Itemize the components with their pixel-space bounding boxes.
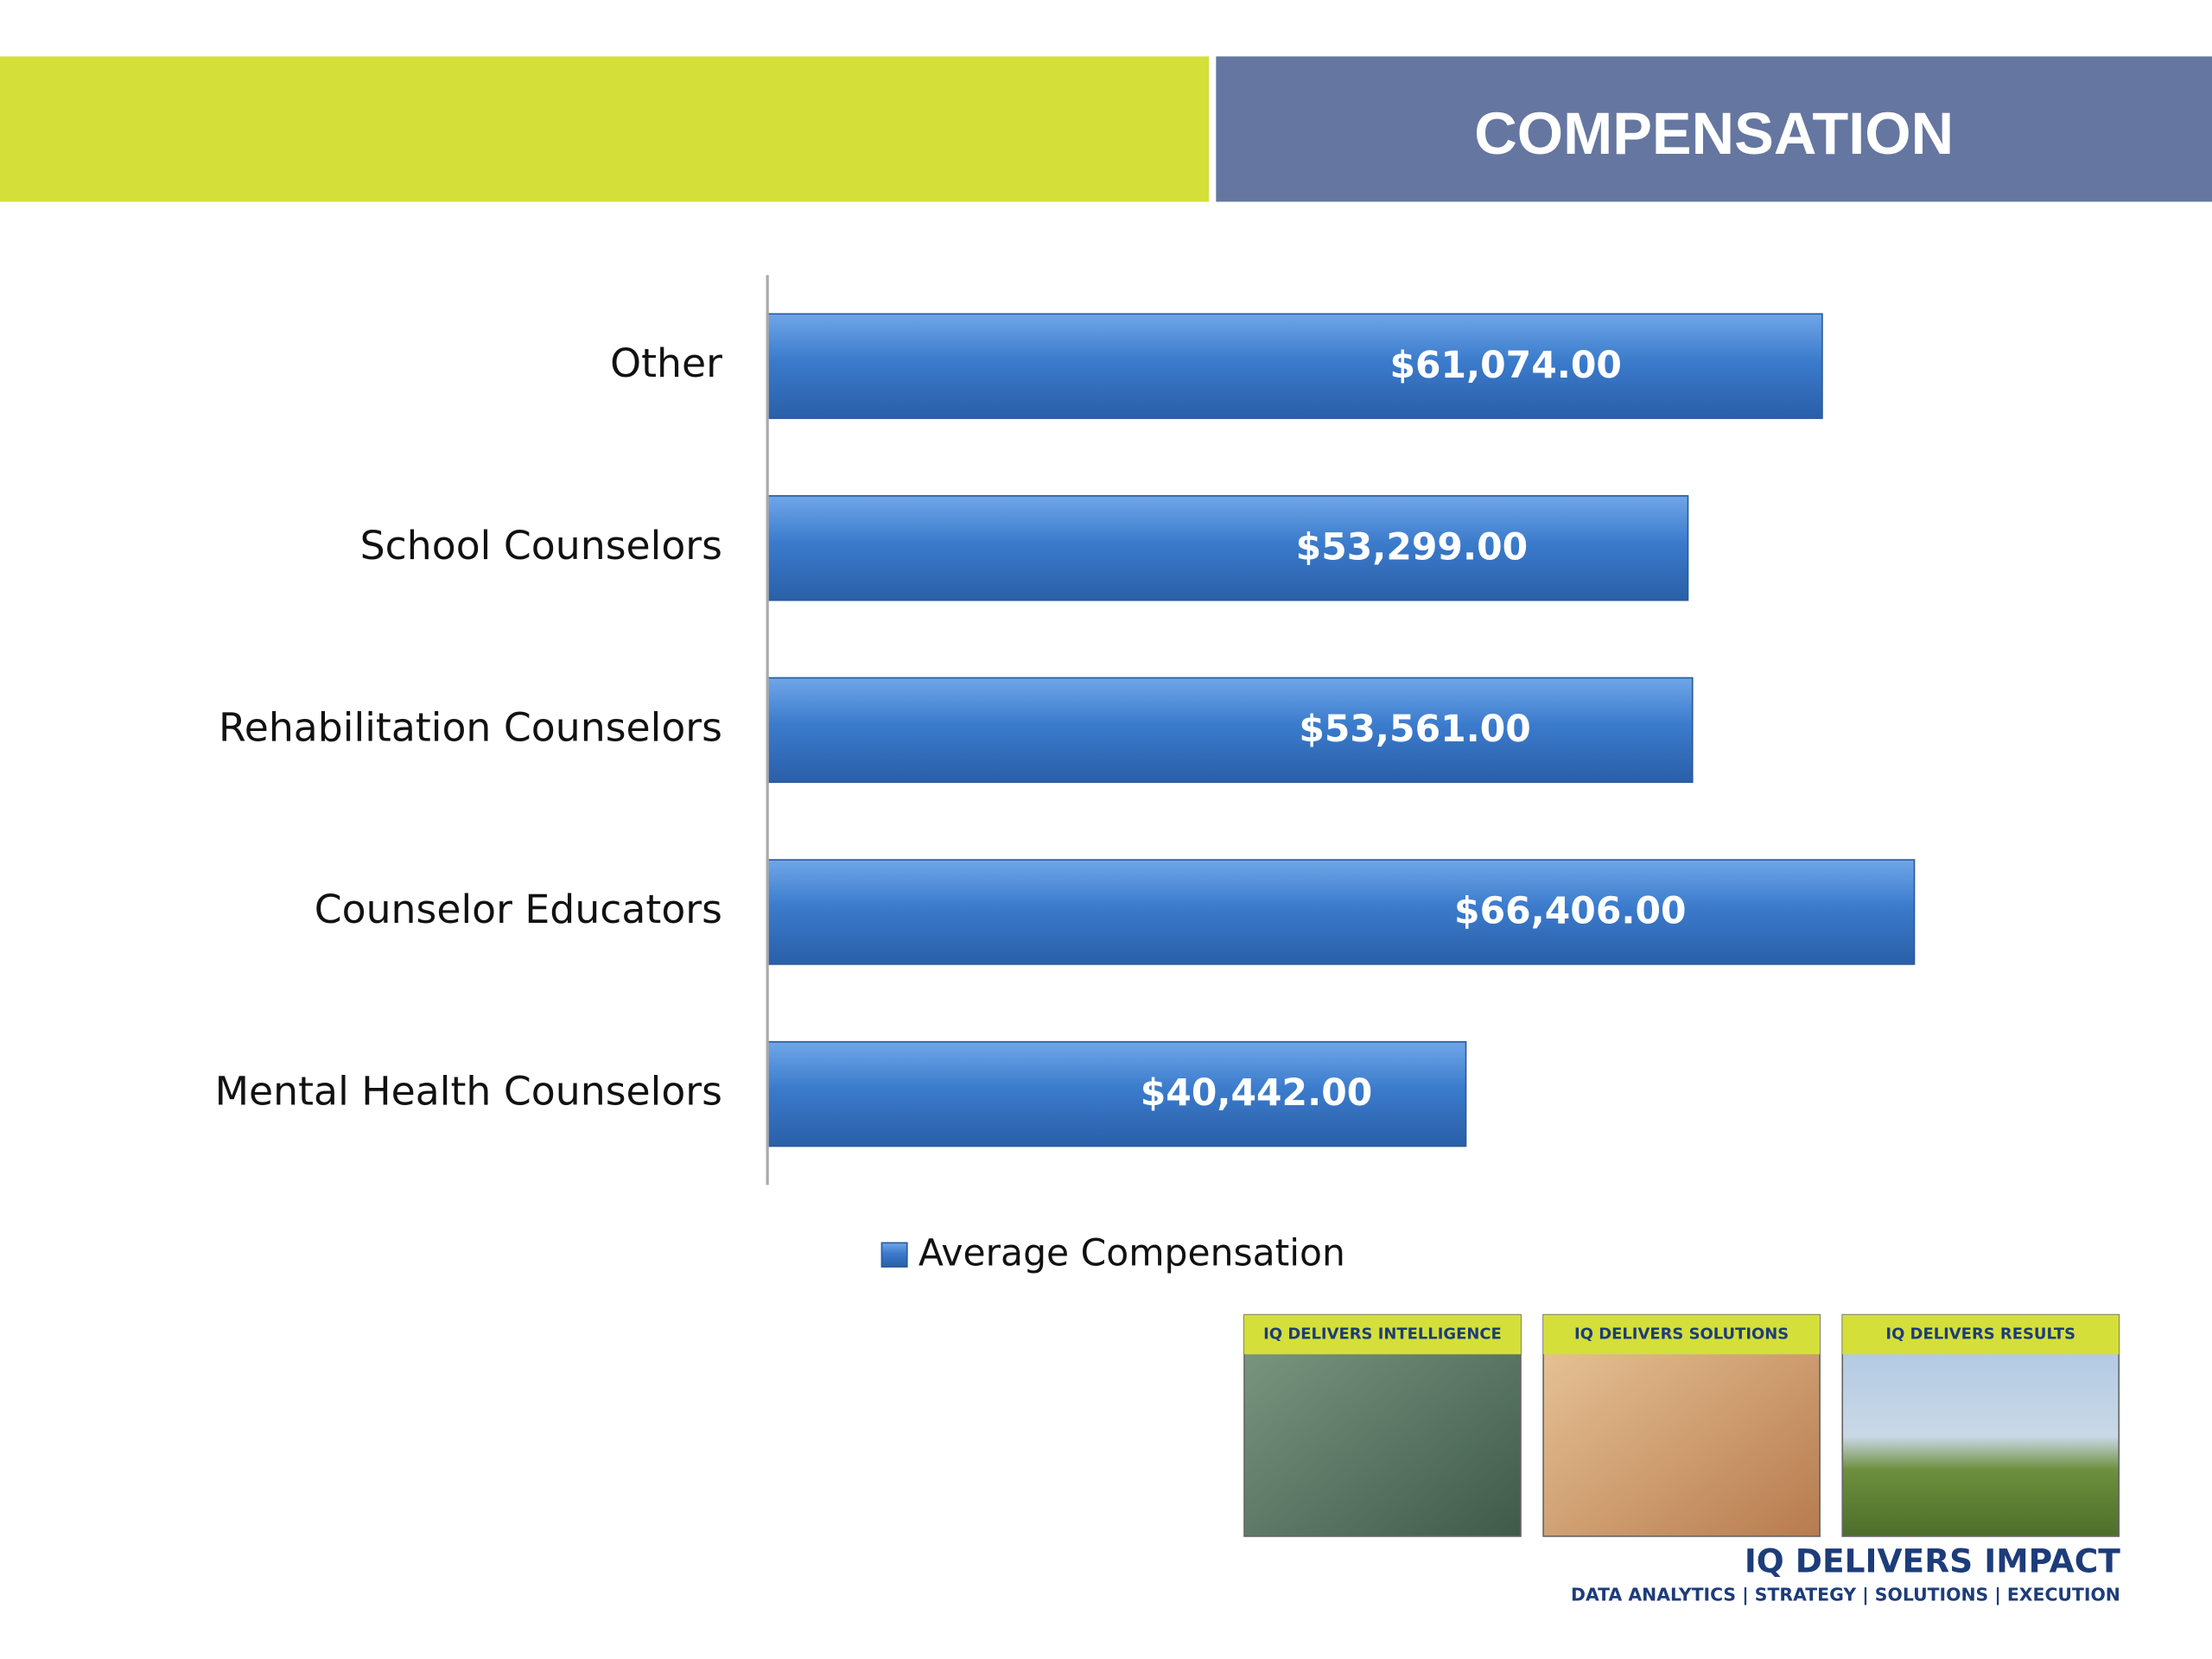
- value-label: $53,299.00: [1296, 526, 1528, 569]
- tile-banner: [1842, 1314, 2120, 1355]
- tile-label: IQ DELIVERS INTELLIGENCE: [1263, 1325, 1502, 1343]
- legend-label: Average Compensation: [918, 1233, 1345, 1275]
- chart: Other $61,074.00 School Counselors $53,299.…: [215, 275, 1916, 1275]
- value-label: $66,406.00: [1454, 891, 1686, 933]
- bar: [766, 677, 1694, 784]
- bar: [766, 313, 1823, 419]
- value-label: $40,442.00: [1141, 1072, 1372, 1115]
- bar: [766, 859, 1916, 965]
- value-label: $53,561.00: [1299, 709, 1530, 751]
- header-accent: [0, 56, 1210, 202]
- category-label: School Counselors: [360, 523, 722, 569]
- tile-label: IQ DELIVERS SOLUTIONS: [1574, 1325, 1789, 1343]
- tile-banner: [1543, 1314, 1821, 1355]
- category-label: Mental Health Counselors: [215, 1069, 722, 1115]
- slide-title: COMPENSATION: [1474, 100, 1954, 167]
- legend-swatch: [880, 1242, 908, 1268]
- bar: [766, 495, 1689, 601]
- value-label: $61,074.00: [1389, 345, 1621, 387]
- tile-label: IQ DELIVERS RESULTS: [1885, 1325, 2075, 1343]
- header-band: [1216, 56, 2212, 202]
- tile-banner: [1244, 1314, 1521, 1355]
- brand: IQ DELIVERS IMPACT: [1745, 1541, 2120, 1580]
- category-label: Rehabilitation Counselors: [219, 704, 722, 750]
- tagline: DATA ANALYTICS | STRATEGY | SOLUTIONS | …: [1571, 1585, 2120, 1606]
- category-label: Other: [610, 340, 722, 386]
- bar: [766, 1040, 1467, 1147]
- category-label: Counselor Educators: [315, 887, 722, 932]
- footer-tiles: IQ DELIVERS INTELLIGENCE IQ DELIVERS SOL…: [1243, 1313, 2120, 1537]
